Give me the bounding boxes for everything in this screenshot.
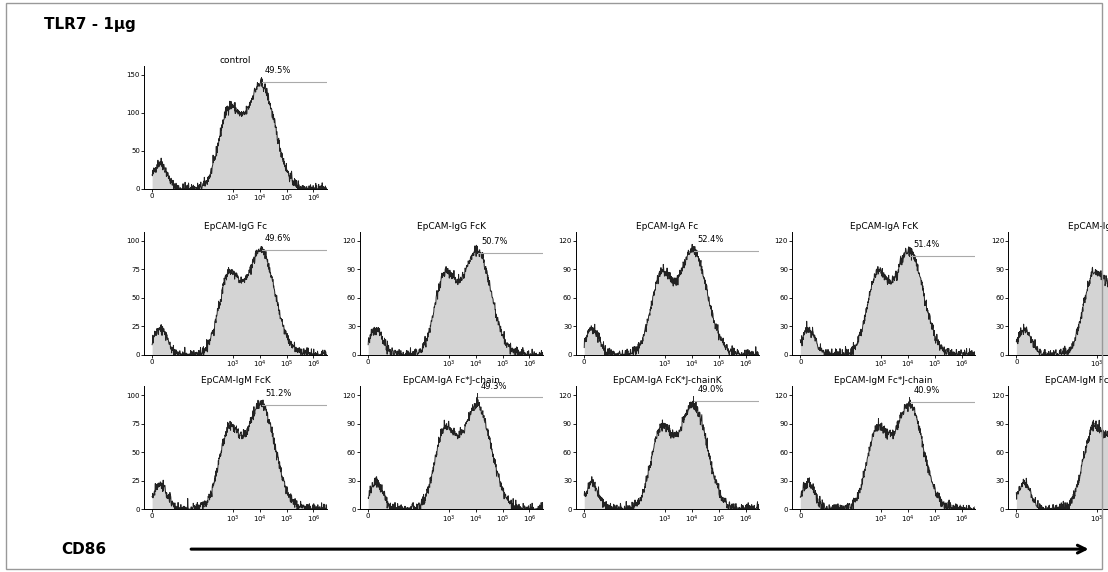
Text: 49.3%: 49.3% bbox=[481, 382, 507, 391]
Title: EpCAM-IgA Fc: EpCAM-IgA Fc bbox=[636, 222, 699, 231]
Title: EpCAM-IgM FcK: EpCAM-IgM FcK bbox=[201, 376, 270, 386]
Title: EpCAM-IgA FcK*J-chainK: EpCAM-IgA FcK*J-chainK bbox=[613, 376, 722, 386]
Text: 49.5%: 49.5% bbox=[265, 66, 291, 75]
Text: 52.4%: 52.4% bbox=[697, 235, 724, 244]
Title: EpCAM-IgM Fc*J-chain: EpCAM-IgM Fc*J-chain bbox=[834, 376, 933, 386]
Title: EpCAM-IgG Fc: EpCAM-IgG Fc bbox=[204, 222, 267, 231]
Text: 50.7%: 50.7% bbox=[481, 237, 507, 246]
Title: EpCAM-IgM Fc: EpCAM-IgM Fc bbox=[1068, 222, 1108, 231]
Text: 49.0%: 49.0% bbox=[697, 385, 724, 394]
Text: 40.9%: 40.9% bbox=[913, 386, 940, 395]
Text: 49.6%: 49.6% bbox=[265, 235, 291, 243]
Text: TLR7 - 1μg: TLR7 - 1μg bbox=[44, 17, 136, 32]
Text: CD86: CD86 bbox=[61, 542, 106, 557]
Title: EpCAM-IgM FcK*J-chainK: EpCAM-IgM FcK*J-chainK bbox=[1045, 376, 1108, 386]
Title: control: control bbox=[219, 56, 252, 65]
Text: 51.2%: 51.2% bbox=[265, 389, 291, 398]
Title: EpCAM-IgA FcK: EpCAM-IgA FcK bbox=[850, 222, 917, 231]
Title: EpCAM-IgG FcK: EpCAM-IgG FcK bbox=[417, 222, 486, 231]
Text: 51.4%: 51.4% bbox=[913, 240, 940, 249]
Title: EpCAM-IgA Fc*J-chain: EpCAM-IgA Fc*J-chain bbox=[403, 376, 500, 386]
